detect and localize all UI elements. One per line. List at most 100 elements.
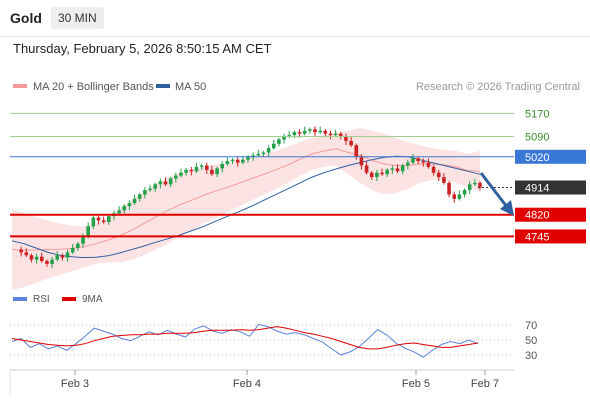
candle-body xyxy=(277,139,281,144)
candle-body xyxy=(39,256,44,262)
level-label-4914: 4914 xyxy=(525,182,549,194)
level-label-5170: 5170 xyxy=(525,108,549,120)
ma50-legend-label: MA 50 xyxy=(175,81,206,93)
level-label-4820: 4820 xyxy=(525,210,549,222)
candle-body xyxy=(349,140,353,146)
rsi-legend-swatch xyxy=(13,297,27,301)
candle-body xyxy=(81,236,85,244)
candle-body xyxy=(447,182,451,195)
candle-body xyxy=(122,206,127,211)
rsi-line xyxy=(11,323,479,358)
rsi-legend-label: RSI xyxy=(33,294,50,305)
candle-body xyxy=(220,164,225,169)
candle-body xyxy=(261,152,266,154)
candle-body xyxy=(107,216,111,222)
candle-body xyxy=(292,132,297,136)
candle-body xyxy=(148,188,152,191)
candle-body xyxy=(256,153,261,156)
rsi-tick-label-50: 50 xyxy=(525,335,537,347)
candle-body xyxy=(302,130,307,134)
candle-body xyxy=(143,190,147,195)
candle-body xyxy=(210,169,214,175)
candle-body xyxy=(431,166,436,173)
candle-body xyxy=(426,162,431,167)
candle-body xyxy=(163,181,168,185)
level-tag-4914 xyxy=(515,180,586,195)
rsi-ma-line xyxy=(11,326,479,350)
candle-body xyxy=(117,210,121,214)
candle-body xyxy=(199,165,204,167)
level-tag-5020 xyxy=(515,149,586,164)
candle-body xyxy=(442,177,446,183)
symbol-title: Gold xyxy=(10,10,42,26)
x-tick-label: Feb 3 xyxy=(61,378,89,390)
candle-body xyxy=(313,129,317,133)
candle-body xyxy=(421,161,426,163)
forecast-arrow xyxy=(479,172,514,216)
candle-body xyxy=(436,172,441,178)
bb-legend-label: MA 20 + Bollinger Bands xyxy=(33,81,154,93)
candle-body xyxy=(411,158,415,163)
candle-body xyxy=(70,248,75,253)
candle-body xyxy=(50,259,54,264)
candle-body xyxy=(168,178,173,185)
candle-body xyxy=(246,156,250,160)
level-tag-4745 xyxy=(515,229,586,244)
credit-text: Research © 2026 Trading Central xyxy=(416,81,580,93)
rsi-tick-label-70: 70 xyxy=(525,320,537,332)
candle-body xyxy=(339,133,343,137)
candle-body xyxy=(241,159,245,163)
candle-body xyxy=(287,135,292,137)
candle-body xyxy=(158,181,163,185)
candle-body xyxy=(101,220,106,222)
candle-body xyxy=(24,252,29,256)
timeframe-badge[interactable]: 30 MIN xyxy=(51,7,104,29)
candle-body xyxy=(369,172,374,178)
candle-body xyxy=(174,175,178,179)
rsi-ma-legend-swatch xyxy=(62,297,76,301)
candle-body xyxy=(390,168,395,170)
candle-body xyxy=(153,184,157,189)
candle-body xyxy=(60,255,65,258)
rsi-plot: 70 50 30 xyxy=(10,320,537,362)
level-label-5090: 5090 xyxy=(525,132,549,144)
chart-header: Gold 30 MIN xyxy=(0,0,590,37)
candle-body xyxy=(271,143,276,149)
candle-body xyxy=(266,148,271,153)
candle-body xyxy=(235,159,240,163)
candle-body xyxy=(467,184,472,191)
candle-body xyxy=(215,168,219,175)
candle-body xyxy=(251,155,255,157)
candle-body xyxy=(462,190,467,195)
candle-body xyxy=(137,194,142,199)
candle-body xyxy=(354,145,359,157)
candle-body xyxy=(76,243,80,249)
candle-body xyxy=(65,252,70,258)
candle-body xyxy=(91,217,96,227)
level-label-5020: 5020 xyxy=(525,152,549,164)
candle-body xyxy=(473,182,477,185)
rsi-tick-label-30: 30 xyxy=(525,350,537,362)
level-label-4745: 4745 xyxy=(525,231,549,243)
candle-body xyxy=(395,168,400,172)
x-tick-label: Feb 7 xyxy=(471,378,499,390)
bollinger-band-area xyxy=(12,127,480,291)
timestamp: Thursday, February 5, 2026 8:50:15 AM CE… xyxy=(13,41,272,56)
candle-body xyxy=(318,130,322,133)
candle-body xyxy=(385,169,389,175)
candle-body xyxy=(127,203,132,207)
candle-body xyxy=(132,198,137,204)
candle-body xyxy=(282,136,286,140)
candle-body xyxy=(55,255,60,260)
x-tick-label: Feb 4 xyxy=(233,378,261,390)
candle-body xyxy=(230,159,235,162)
candle-body xyxy=(86,226,90,237)
candle-body xyxy=(179,172,183,176)
candle-body xyxy=(194,166,199,172)
candle-body xyxy=(328,133,333,136)
candle-body xyxy=(333,133,338,136)
candle-body xyxy=(29,255,34,260)
candle-body xyxy=(297,132,302,134)
candle-body xyxy=(344,136,348,141)
